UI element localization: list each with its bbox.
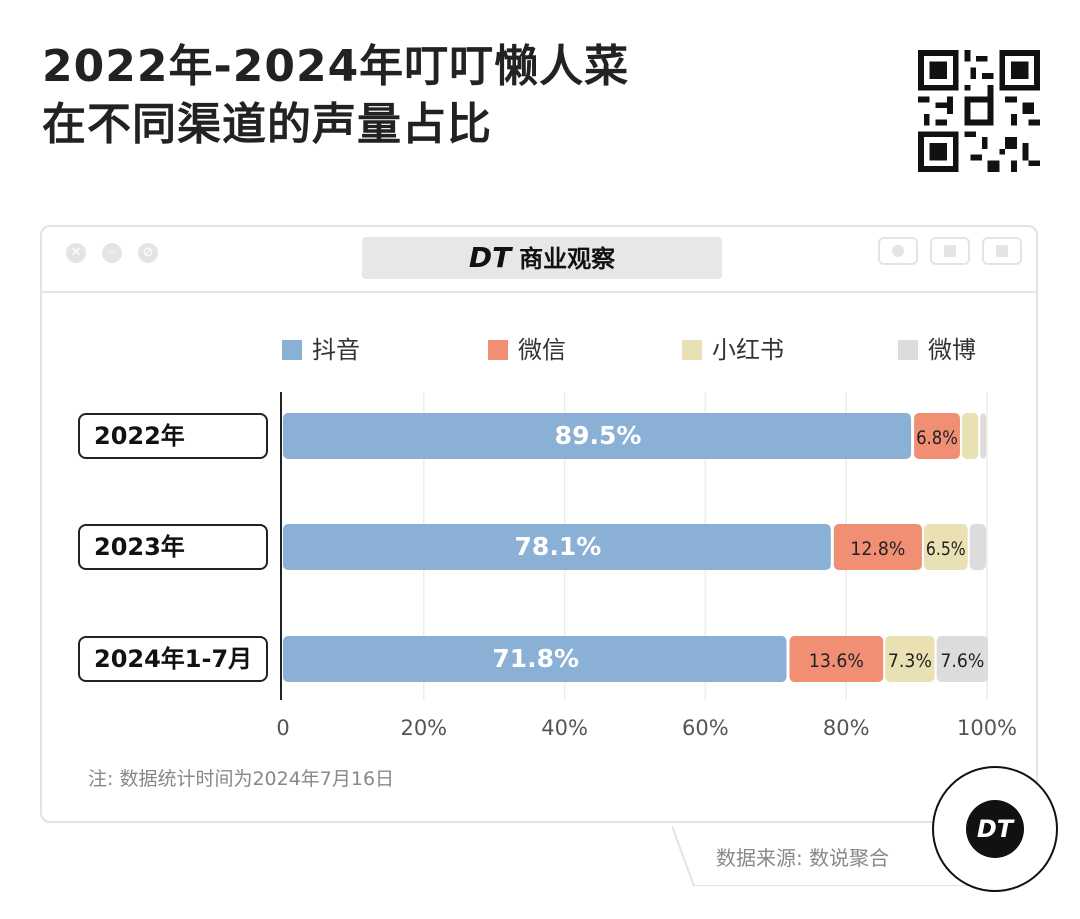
bar-segment <box>961 413 979 459</box>
bar-segment <box>283 636 787 682</box>
x-tick-label: 20% <box>400 716 447 740</box>
bar-segment <box>914 413 960 459</box>
bar-segment <box>885 636 935 682</box>
title-line-1: 2022年-2024年叮叮懒人菜 <box>42 41 630 92</box>
bar-data-label: 89.5% <box>555 421 642 450</box>
record-button-icon <box>878 237 918 265</box>
copy-icon <box>982 237 1022 265</box>
title-line-2: 在不同渠道的声量占比 <box>42 99 492 150</box>
legend-label: 小红书 <box>712 336 784 364</box>
legend-label: 抖音 <box>312 336 360 364</box>
bar-data-label: 6.5% <box>926 538 966 560</box>
legend-swatch <box>682 340 702 360</box>
bar-segment <box>923 524 968 570</box>
window-title-bar: ✕ – ⊘ DT 商业观察 <box>42 227 1036 293</box>
data-source: 数据来源: 数说聚合 <box>716 846 890 870</box>
x-tick-label: 80% <box>823 716 870 740</box>
bar-data-label: 71.8% <box>492 644 579 673</box>
category-label-2022: 2022年 <box>78 413 268 459</box>
bar-segment <box>283 413 912 459</box>
dt-logo-icon: DT <box>932 766 1058 892</box>
bar-segment <box>936 636 989 682</box>
bar-segment <box>789 636 884 682</box>
bar-data-label: 13.6% <box>809 650 864 672</box>
x-tick-label: 60% <box>682 716 729 740</box>
legend-label: 微博 <box>928 336 976 364</box>
category-label-2024: 2024年1-7月 <box>78 636 268 682</box>
legend-swatch <box>898 340 918 360</box>
share-icon <box>930 237 970 265</box>
footnote: 注: 数据统计时间为2024年7月16日 <box>88 768 395 790</box>
category-label-2023: 2023年 <box>78 524 268 570</box>
source-tab-shape <box>672 826 972 886</box>
bar-segment <box>969 524 986 570</box>
legend-item-wechat: 微信 <box>488 335 566 365</box>
legend-swatch <box>488 340 508 360</box>
minimize-icon: – <box>102 243 122 263</box>
bar-data-label: 7.6% <box>940 650 984 672</box>
bar-segment <box>283 524 831 570</box>
brand-mark: DT <box>468 241 512 274</box>
bar-segment <box>980 413 986 459</box>
fullscreen-icon: ⊘ <box>138 243 158 263</box>
legend-item-douyin: 抖音 <box>282 335 360 365</box>
bar-data-label: 6.8% <box>916 427 958 449</box>
x-tick-label: 0 <box>276 716 289 740</box>
legend-item-weibo: 微博 <box>898 335 976 365</box>
badge-mark: DT <box>966 800 1024 858</box>
bar-segment <box>833 524 922 570</box>
close-icon: ✕ <box>66 243 86 263</box>
legend-swatch <box>282 340 302 360</box>
legend-label: 微信 <box>518 336 566 364</box>
brand-name: 商业观察 <box>519 245 616 273</box>
bar-data-label: 78.1% <box>515 532 602 561</box>
qr-code-icon <box>918 50 1040 172</box>
bar-data-label: 7.3% <box>888 650 932 672</box>
bar-data-label: 12.8% <box>850 538 905 560</box>
brand-pill: DT 商业观察 <box>362 237 722 279</box>
page-title: 2022年-2024年叮叮懒人菜 在不同渠道的声量占比 <box>42 38 629 154</box>
x-tick-label: 100% <box>957 716 1017 740</box>
x-tick-label: 40% <box>541 716 588 740</box>
legend-item-xiaohongshu: 小红书 <box>682 335 784 365</box>
